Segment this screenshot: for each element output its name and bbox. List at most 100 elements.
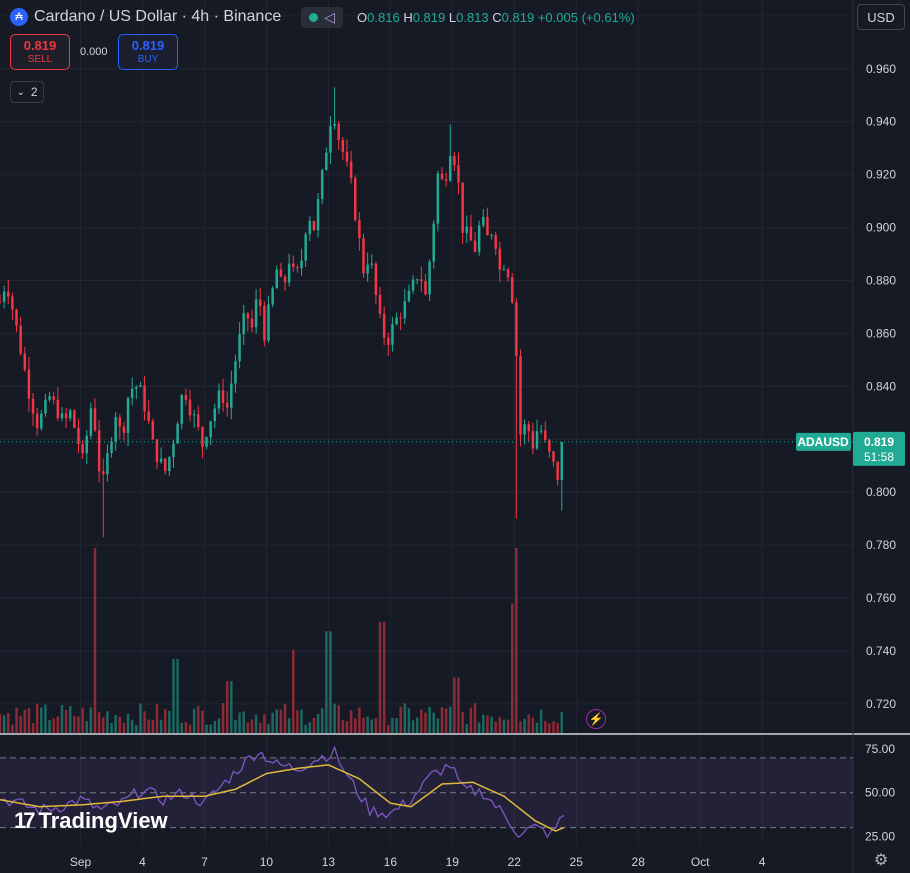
candle-body[interactable] [449,156,452,181]
candle-body[interactable] [163,458,167,472]
candle-body[interactable] [238,334,241,362]
volume-bar[interactable] [118,716,122,733]
candle-body[interactable] [283,276,287,283]
volume-bar[interactable] [217,718,221,733]
candle-body[interactable] [126,397,130,433]
volume-bar[interactable] [556,722,559,733]
candle-body[interactable] [139,385,142,387]
candle-body[interactable] [254,299,258,328]
volume-bar[interactable] [163,709,167,733]
candle-body[interactable] [197,414,200,428]
volume-bar[interactable] [35,703,39,733]
volume-bar[interactable] [135,724,138,733]
candle-body[interactable] [279,269,283,277]
volume-bar[interactable] [213,720,217,733]
volume-bar[interactable] [246,722,250,733]
candle-body[interactable] [102,471,105,475]
volume-bar[interactable] [31,723,35,733]
volume-bar[interactable] [151,719,155,733]
candle-body[interactable] [56,399,60,419]
volume-bar[interactable] [126,713,130,733]
candle-body[interactable] [89,408,93,436]
volume-bar[interactable] [292,649,295,733]
volume-bar[interactable] [93,548,97,733]
candle-body[interactable] [391,324,394,345]
volume-bar[interactable] [225,681,229,733]
candle-body[interactable] [453,156,456,166]
candle-body[interactable] [482,216,485,226]
candle-body[interactable] [552,451,555,462]
volume-bar[interactable] [424,712,427,733]
volume-bar[interactable] [68,705,72,733]
volume-bar[interactable] [89,707,93,733]
candle-body[interactable] [188,399,192,416]
volume-bar[interactable] [283,704,287,733]
volume-bar[interactable] [271,712,274,733]
volume-bar[interactable] [188,724,192,733]
volume-bar[interactable] [552,721,555,733]
volume-bar[interactable] [172,659,175,733]
candle-body[interactable] [2,291,6,302]
volume-bar[interactable] [366,716,369,733]
candle-body[interactable] [444,179,448,181]
volume-bar[interactable] [502,719,506,733]
volume-bar[interactable] [320,708,324,733]
sell-button[interactable]: 0.819 SELL [10,34,70,70]
volume-bar[interactable] [56,716,60,733]
candle-body[interactable] [292,263,295,267]
volume-bar[interactable] [333,703,336,733]
candle-body[interactable] [544,430,547,441]
candle-body[interactable] [44,399,47,414]
candle-body[interactable] [486,216,489,236]
volume-bar[interactable] [523,718,526,733]
candle-body[interactable] [531,431,535,449]
volume-bar[interactable] [254,714,258,733]
volume-bar[interactable] [531,717,535,733]
volume-bar[interactable] [106,711,109,733]
volume-bar[interactable] [432,712,435,733]
volume-bar[interactable] [263,714,266,733]
candle-body[interactable] [490,235,493,237]
candle-body[interactable] [7,291,10,297]
volume-bar[interactable] [209,724,212,733]
candle-body[interactable] [506,269,510,278]
candle-body[interactable] [225,402,229,408]
candle-body[interactable] [230,383,233,408]
volume-bar[interactable] [382,622,386,733]
volume-bar[interactable] [234,720,237,733]
candle-body[interactable] [403,301,407,318]
volume-bar[interactable] [19,715,22,733]
candle-body[interactable] [362,238,365,274]
volume-bar[interactable] [73,715,76,733]
volume-bar[interactable] [97,712,101,733]
volume-bar[interactable] [7,712,10,733]
candle-body[interactable] [300,260,303,269]
candle-body[interactable] [184,394,188,400]
candle-body[interactable] [358,220,361,239]
volume-bar[interactable] [465,724,469,733]
volume-bar[interactable] [349,710,353,733]
candle-body[interactable] [387,337,390,345]
volume-bar[interactable] [221,703,225,733]
candle-body[interactable] [147,411,150,421]
volume-bar[interactable] [461,711,464,733]
candle-body[interactable] [312,220,316,231]
lightning-icon[interactable]: ⚡ [586,709,606,729]
volume-bar[interactable] [102,717,105,733]
candle-body[interactable] [60,413,64,419]
candle-body[interactable] [395,317,398,325]
candle-body[interactable] [110,441,113,453]
candle-body[interactable] [345,151,349,162]
volume-bar[interactable] [535,722,539,733]
volume-bar[interactable] [44,704,47,733]
volume-bar[interactable] [411,720,415,733]
volume-bar[interactable] [11,724,14,733]
volume-bar[interactable] [201,710,204,733]
volume-bar[interactable] [155,704,159,733]
candle-body[interactable] [106,452,109,475]
candle-body[interactable] [234,361,237,384]
candle-body[interactable] [168,457,171,472]
candle-body[interactable] [23,353,27,370]
volume-bar[interactable] [449,706,452,733]
volume-bar[interactable] [482,714,485,733]
